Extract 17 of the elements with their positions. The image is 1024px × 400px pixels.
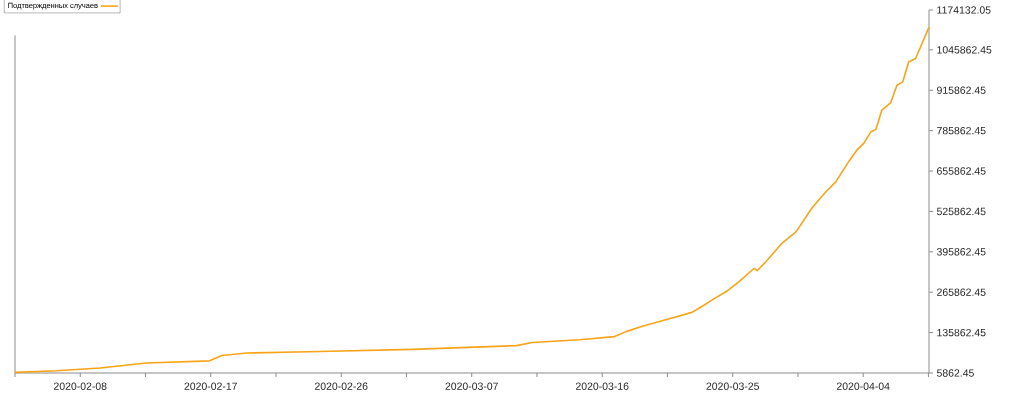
y-tick-label: 1174132.05 <box>937 6 991 14</box>
y-tick-label: 785862.45 <box>937 126 986 135</box>
x-tick-label: 2020-03-25 <box>706 382 759 390</box>
x-tick-label: 2020-03-16 <box>575 382 629 390</box>
y-tick-label: 135862.45 <box>937 328 986 337</box>
y-tick-label: 1045862.45 <box>937 46 992 54</box>
y-tick-label: 395862.45 <box>936 248 986 256</box>
y-tick-label: 655862.45 <box>937 167 986 175</box>
y-tick-label: 915862.45 <box>937 86 986 94</box>
x-tick-label: 2020-02-26 <box>315 382 368 390</box>
y-tick-label: 5862.45 <box>936 369 974 377</box>
x-tick-label: 2020-02-17 <box>184 382 237 390</box>
y-tick-label: 265862.45 <box>937 288 986 296</box>
x-tick-label: 2020-04-04 <box>836 382 890 390</box>
x-tick-label: 2020-02-08 <box>54 382 107 390</box>
y-tick-label: 525862.45 <box>936 207 986 216</box>
x-tick-label: 2020-03-07 <box>445 382 498 390</box>
